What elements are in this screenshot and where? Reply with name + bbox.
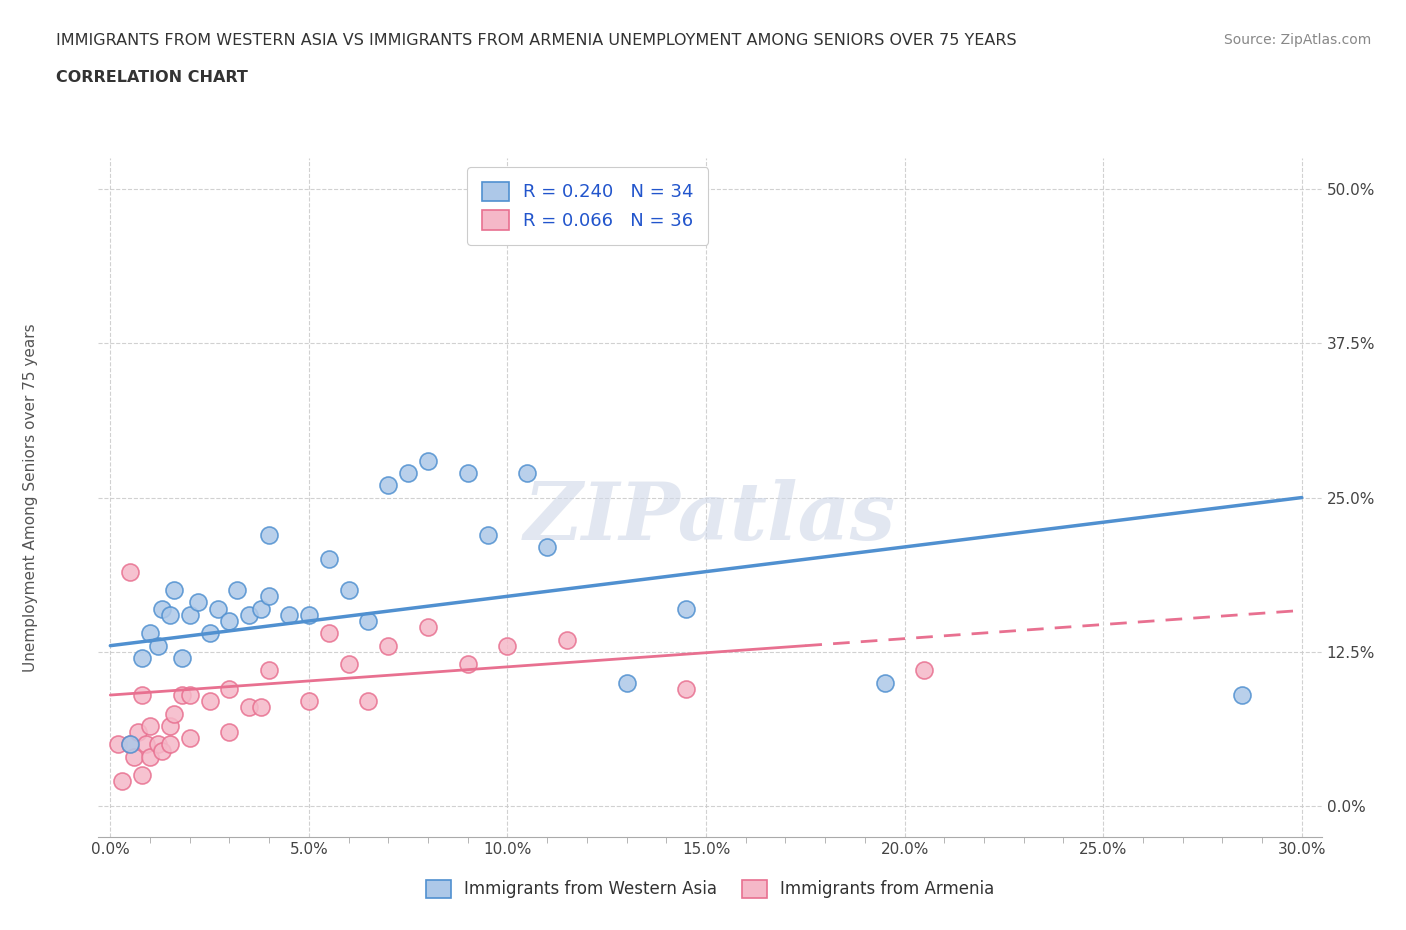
Point xyxy=(318,626,340,641)
Point xyxy=(257,589,280,604)
Point xyxy=(131,768,153,783)
Point xyxy=(120,737,142,751)
Point xyxy=(238,700,260,715)
Point xyxy=(218,614,240,629)
Point xyxy=(179,731,201,746)
Point xyxy=(250,700,273,715)
Point xyxy=(457,657,479,671)
Point xyxy=(170,651,193,666)
Point xyxy=(238,607,260,622)
Point xyxy=(250,601,273,616)
Point xyxy=(207,601,229,616)
Point xyxy=(146,638,169,653)
Point xyxy=(357,694,380,709)
Point xyxy=(111,774,134,789)
Text: IMMIGRANTS FROM WESTERN ASIA VS IMMIGRANTS FROM ARMENIA UNEMPLOYMENT AMONG SENIO: IMMIGRANTS FROM WESTERN ASIA VS IMMIGRAN… xyxy=(56,33,1017,47)
Point xyxy=(131,687,153,702)
Point xyxy=(159,607,181,622)
Point xyxy=(122,750,145,764)
Text: ZIPatlas: ZIPatlas xyxy=(524,479,896,557)
Point xyxy=(477,527,499,542)
Point xyxy=(120,737,142,751)
Point xyxy=(337,583,360,598)
Point xyxy=(159,737,181,751)
Point xyxy=(107,737,129,751)
Point xyxy=(226,583,249,598)
Point xyxy=(150,743,173,758)
Point xyxy=(257,527,280,542)
Point xyxy=(377,638,399,653)
Point xyxy=(416,619,439,634)
Point xyxy=(120,565,142,579)
Point xyxy=(298,607,321,622)
Point xyxy=(187,595,209,610)
Point xyxy=(416,453,439,468)
Point xyxy=(179,687,201,702)
Point xyxy=(139,626,162,641)
Point xyxy=(139,719,162,734)
Point xyxy=(675,601,697,616)
Text: CORRELATION CHART: CORRELATION CHART xyxy=(56,70,247,85)
Point xyxy=(198,626,221,641)
Point xyxy=(163,706,186,721)
Point xyxy=(198,694,221,709)
Point xyxy=(127,724,149,739)
Point xyxy=(555,632,578,647)
Point xyxy=(616,675,638,690)
Point xyxy=(536,539,558,554)
Point xyxy=(377,478,399,493)
Point xyxy=(170,687,193,702)
Point xyxy=(179,607,201,622)
Point xyxy=(318,551,340,566)
Point xyxy=(298,694,321,709)
Point xyxy=(218,724,240,739)
Point xyxy=(159,719,181,734)
Point xyxy=(496,638,519,653)
Point xyxy=(914,663,936,678)
Text: Unemployment Among Seniors over 75 years: Unemployment Among Seniors over 75 years xyxy=(24,324,38,671)
Point xyxy=(357,614,380,629)
Point xyxy=(150,601,173,616)
Point xyxy=(516,465,538,480)
Point xyxy=(139,750,162,764)
Point xyxy=(218,682,240,697)
Point xyxy=(873,675,896,690)
Point xyxy=(257,663,280,678)
Point xyxy=(146,737,169,751)
Point xyxy=(337,657,360,671)
Point xyxy=(163,583,186,598)
Point xyxy=(278,607,301,622)
Text: Source: ZipAtlas.com: Source: ZipAtlas.com xyxy=(1223,33,1371,46)
Point xyxy=(457,465,479,480)
Legend: Immigrants from Western Asia, Immigrants from Armenia: Immigrants from Western Asia, Immigrants… xyxy=(418,871,1002,907)
Point xyxy=(135,737,157,751)
Point xyxy=(1232,687,1254,702)
Point xyxy=(675,682,697,697)
Point xyxy=(131,651,153,666)
Point xyxy=(396,465,419,480)
